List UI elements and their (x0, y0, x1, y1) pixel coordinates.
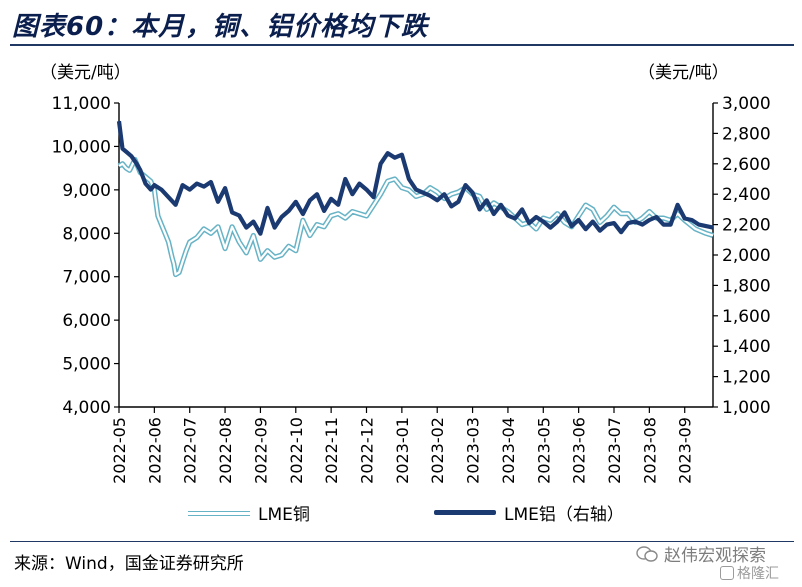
x-tick-label: 2022-07 (181, 417, 200, 484)
watermark-sub: 格隆汇 (720, 563, 779, 583)
y-right-tick-label: 2,400 (722, 185, 771, 205)
chart-legend: LME铜 LME铝（右轴） (0, 500, 802, 525)
chart-title: 图表60：本月，铜、铝价格均下跌 (12, 12, 429, 42)
y-left-tick-label: 6,000 (62, 311, 111, 331)
y-right-tick-label: 2,800 (722, 124, 771, 144)
y-right-tick-label: 1,400 (722, 337, 771, 357)
legend-item-aluminum: LME铝（右轴） (434, 500, 624, 525)
x-tick-label: 2023-06 (570, 417, 589, 484)
y-left-tick-label: 10,000 (52, 137, 111, 157)
y-right-tick-label: 1,800 (722, 276, 771, 296)
y-left-tick-label: 11,000 (52, 94, 111, 114)
y-right-tick-label: 2,000 (722, 246, 771, 266)
legend-label-aluminum: LME铝（右轴） (504, 505, 624, 525)
y-left-tick-label: 7,000 (62, 268, 111, 288)
x-tick-label: 2022-12 (358, 417, 377, 484)
x-tick-label: 2023-02 (428, 417, 447, 484)
y-right-tick-label: 1,200 (722, 368, 771, 388)
right-axis-unit: （美元/吨） (638, 63, 729, 83)
legend-label-copper: LME铜 (258, 505, 310, 525)
legend-item-copper: LME铜 (188, 500, 310, 525)
x-tick-label: 2023-05 (534, 417, 553, 484)
gelonghui-logo-icon (720, 566, 734, 580)
wechat-icon (636, 545, 658, 562)
x-tick-label: 2022-09 (251, 417, 270, 484)
watermark-text: 赵伟宏观探索 (664, 546, 766, 566)
chart-series (116, 120, 714, 278)
x-tick-label: 2022-05 (110, 417, 129, 484)
y-right-tick-label: 1,000 (722, 398, 771, 418)
y-right-tick-label: 1,600 (722, 307, 771, 327)
footer-divider (10, 541, 794, 542)
x-tick-label: 2023-09 (676, 417, 695, 484)
x-tick-label: 2023-07 (605, 417, 624, 484)
y-left-tick-label: 5,000 (62, 355, 111, 375)
y-right-tick-label: 2,600 (722, 155, 771, 175)
legend-swatch-aluminum (434, 507, 496, 519)
x-tick-label: 2023-03 (464, 417, 483, 484)
x-tick-label: 2023-01 (393, 417, 412, 484)
y-left-tick-label: 8,000 (62, 224, 111, 244)
x-tick-label: 2022-11 (322, 417, 341, 484)
y-left-tick-label: 4,000 (62, 398, 111, 418)
legend-swatch-copper (188, 507, 250, 519)
series-line-aluminum (116, 120, 714, 236)
x-tick-label: 2023-04 (499, 417, 518, 484)
watermark: 赵伟宏观探索 (636, 541, 766, 566)
chart-axes: 4,000 5,000 6,000 7,000 8,000 9,000 10,000 11,0… (52, 94, 771, 484)
y-left-tick-label: 9,000 (62, 181, 111, 201)
watermark-sub-text: 格隆汇 (737, 566, 779, 582)
y-right-tick-label: 2,200 (722, 216, 771, 236)
source-note: 来源：Wind，国金证券研究所 (14, 554, 244, 574)
y-right-tick-label: 3,000 (722, 94, 771, 114)
x-tick-label: 2022-08 (216, 417, 235, 484)
left-axis-unit: （美元/吨） (40, 63, 131, 83)
x-tick-label: 2022-06 (145, 417, 164, 484)
title-divider (10, 44, 794, 46)
x-tick-label: 2022-10 (287, 417, 306, 484)
x-tick-label: 2023-08 (640, 417, 659, 484)
series-line-copper-inner (118, 158, 714, 276)
series-line-copper-outer (117, 156, 714, 278)
